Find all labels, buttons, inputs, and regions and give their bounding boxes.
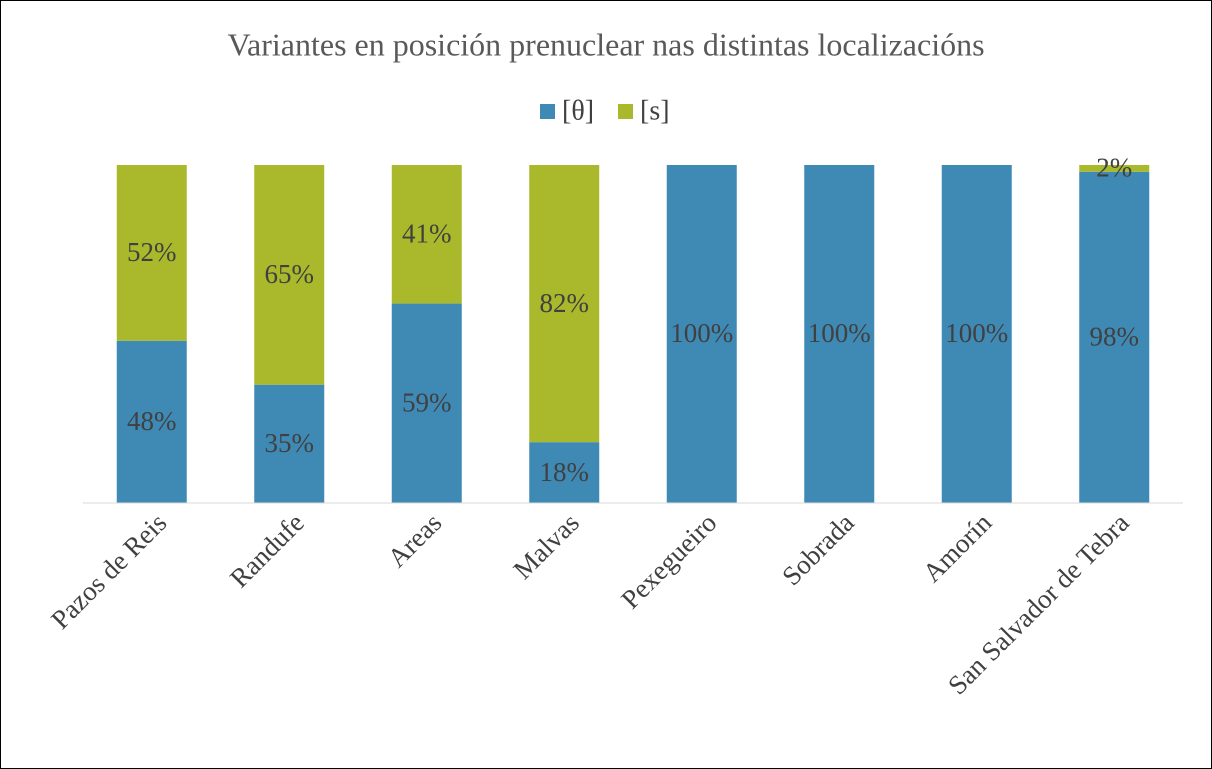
data-label: 82%	[540, 288, 590, 318]
legend-label: [θ]	[562, 95, 594, 126]
bar-segment	[804, 165, 875, 503]
data-label: 52%	[127, 237, 177, 267]
data-label: 98%	[1090, 322, 1140, 352]
chart-title: Variantes en posición prenuclear nas dis…	[227, 26, 984, 62]
data-label: 100%	[808, 318, 871, 348]
data-label: 41%	[402, 218, 452, 248]
data-label: 18%	[540, 457, 590, 487]
data-label: 65%	[265, 259, 315, 289]
bar-segment	[391, 165, 462, 304]
legend-label: [s]	[640, 95, 670, 126]
bar-segment	[116, 165, 187, 341]
legend-swatch	[540, 104, 555, 119]
data-label: 100%	[945, 318, 1008, 348]
bar-segment	[391, 303, 462, 503]
data-label: 59%	[402, 387, 452, 417]
data-label: 48%	[127, 406, 177, 436]
data-label: 100%	[670, 318, 733, 348]
data-label: 35%	[265, 428, 315, 458]
data-label: 2%	[1096, 153, 1132, 183]
bar-segment	[529, 165, 600, 443]
bar-segment	[1079, 165, 1150, 172]
bar-segment	[254, 384, 325, 503]
bar-segment	[116, 340, 187, 503]
bar-segment	[529, 442, 600, 503]
bar-segment	[1079, 171, 1150, 503]
bar-segment	[941, 165, 1012, 503]
legend-swatch	[618, 104, 633, 119]
bar-segment	[666, 165, 737, 503]
bar-segment	[254, 165, 325, 385]
